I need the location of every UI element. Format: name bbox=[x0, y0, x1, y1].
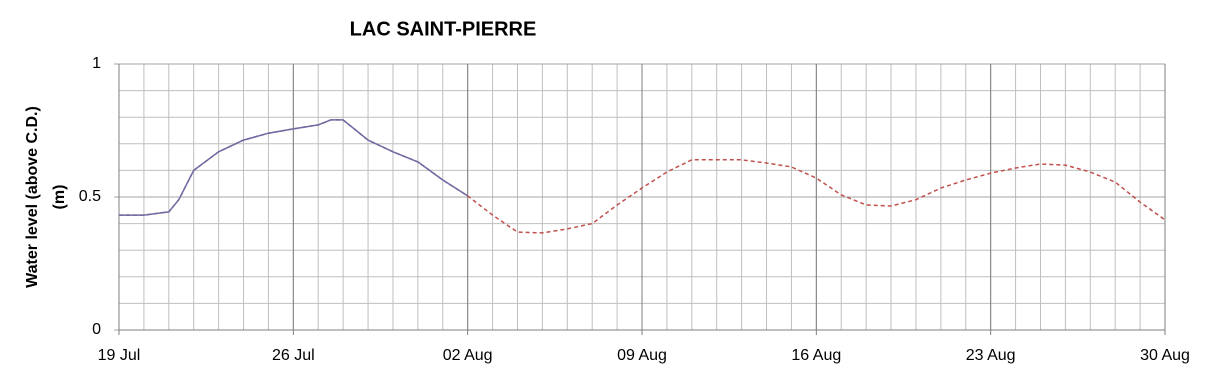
y-tick-label: 0.5 bbox=[79, 188, 101, 205]
y-axis-label: Water level (above C.D.) bbox=[24, 106, 41, 288]
x-tick-label: 09 Aug bbox=[617, 347, 667, 364]
series-line bbox=[119, 119, 469, 216]
x-tick-label: 26 Jul bbox=[272, 347, 315, 364]
x-tick-label: 19 Jul bbox=[98, 347, 141, 364]
chart-title: LAC SAINT-PIERRE bbox=[350, 18, 537, 40]
y-tick-label: 1 bbox=[92, 55, 101, 72]
x-tick-label: 16 Aug bbox=[791, 347, 841, 364]
x-tick-label: 30 Aug bbox=[1140, 347, 1190, 364]
y-tick-label: 0 bbox=[92, 321, 101, 338]
y-axis-label: (m) bbox=[51, 185, 68, 210]
x-tick-label: 02 Aug bbox=[443, 347, 493, 364]
x-tick-label: 23 Aug bbox=[966, 347, 1016, 364]
